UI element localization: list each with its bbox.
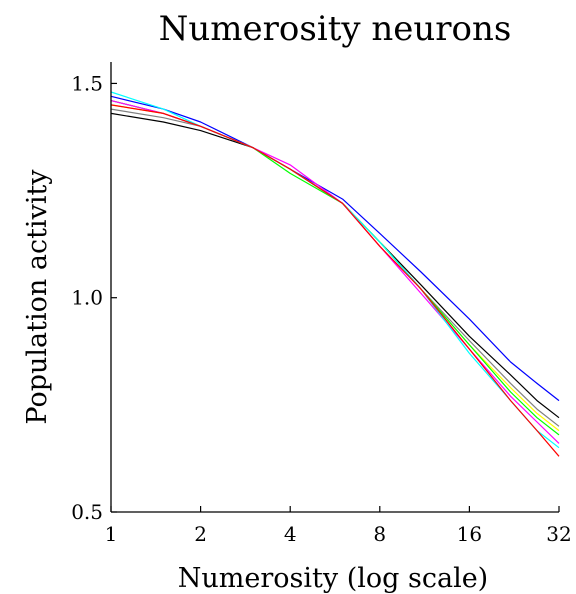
series-line-7 (110, 91, 560, 449)
x-tick-label: 8 (373, 522, 386, 546)
series-line-8 (110, 104, 560, 457)
x-tick-label: 4 (284, 522, 297, 546)
x-tick-label: 16 (457, 522, 482, 546)
series-line-2 (110, 112, 560, 419)
y-tick-label: 1.0 (71, 286, 103, 310)
x-tick-label: 2 (194, 522, 207, 546)
y-axis-label: Population activity (22, 169, 53, 425)
y-tick-label: 0.5 (71, 500, 103, 524)
plot-area: 1 2 4 8 16 32 0.5 1.0 1.5 (71, 62, 572, 546)
x-axis-label: Numerosity (log scale) (178, 563, 488, 594)
chart-title: Numerosity neurons (159, 9, 512, 49)
series-line-1 (110, 95, 560, 402)
series-line-4 (110, 104, 560, 432)
x-tick-label: 32 (546, 522, 571, 546)
y-tick-label: 1.5 (71, 71, 103, 95)
series-line-5 (110, 100, 560, 436)
x-tick-label: 1 (105, 522, 118, 546)
series-line-6 (110, 100, 560, 444)
